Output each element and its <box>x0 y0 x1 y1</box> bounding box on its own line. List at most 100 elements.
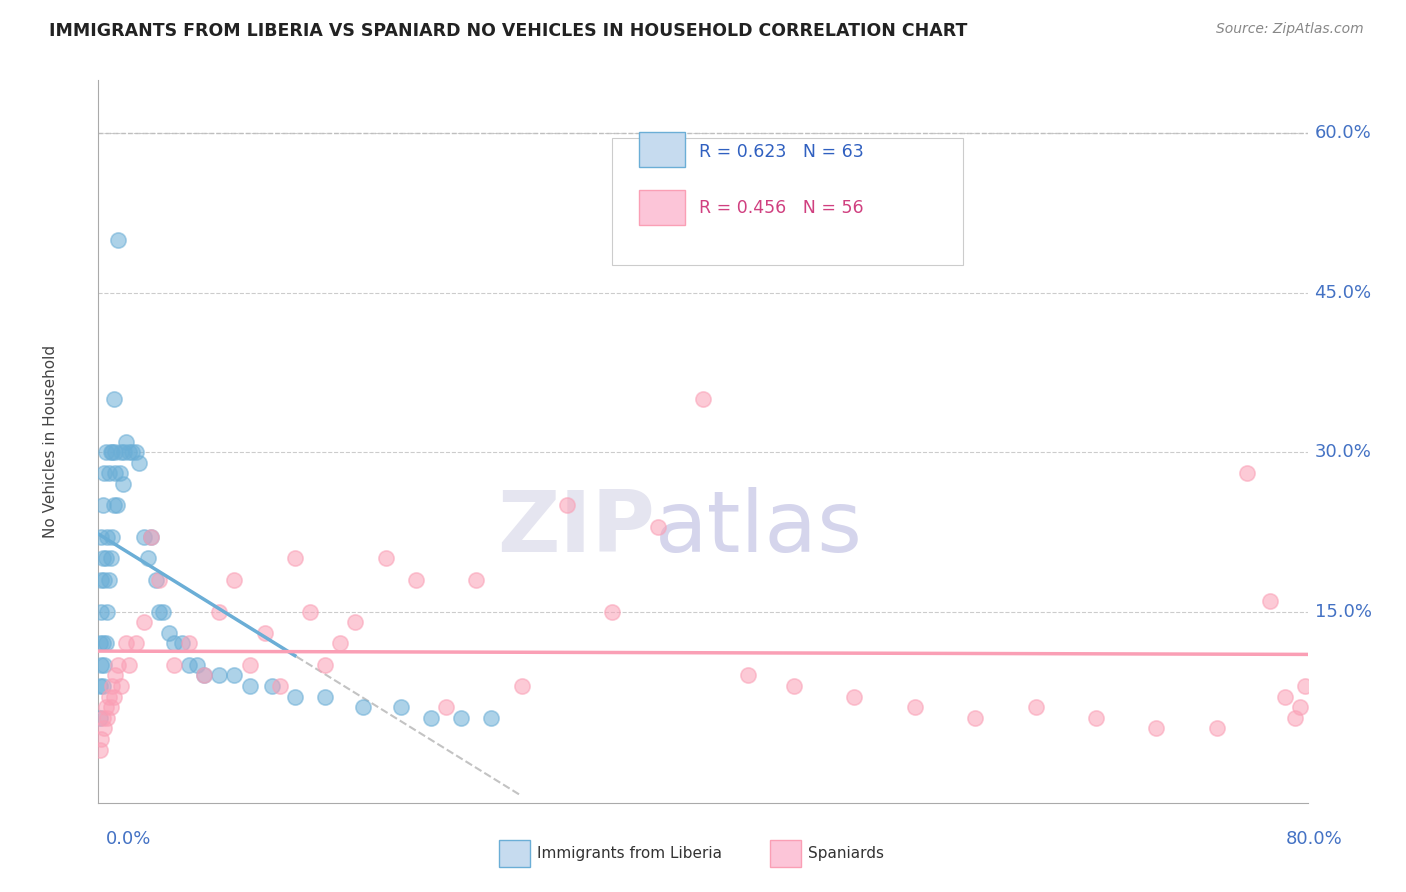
Bar <box>638 132 685 167</box>
Point <box>1085 711 1108 725</box>
Point <box>93 573 115 587</box>
Point <box>1289 700 1312 714</box>
Point <box>114 636 136 650</box>
Point <box>91 551 114 566</box>
Point <box>450 711 472 725</box>
Point <box>239 679 262 693</box>
Point <box>118 657 141 672</box>
Point <box>145 573 167 587</box>
Point <box>107 657 129 672</box>
Text: 45.0%: 45.0% <box>1315 284 1372 301</box>
Point <box>100 445 122 459</box>
Point <box>262 679 284 693</box>
Point <box>125 636 148 650</box>
Text: atlas: atlas <box>655 487 863 570</box>
Point <box>90 657 112 672</box>
Point <box>114 434 136 449</box>
Point <box>98 573 121 587</box>
Point <box>420 711 443 725</box>
Point <box>208 668 231 682</box>
Point <box>91 711 114 725</box>
Point <box>314 690 336 704</box>
Point <box>89 636 111 650</box>
Point <box>904 700 927 714</box>
Text: Spaniards: Spaniards <box>808 847 884 861</box>
Point <box>100 700 122 714</box>
Point <box>1024 700 1046 714</box>
Point <box>1206 722 1229 736</box>
Point <box>269 679 291 693</box>
Point <box>692 392 714 406</box>
Point <box>98 467 121 481</box>
Point <box>737 668 759 682</box>
Point <box>1274 690 1296 704</box>
Point <box>208 605 231 619</box>
Point <box>1236 467 1258 481</box>
Point <box>148 605 170 619</box>
Point <box>94 636 117 650</box>
Point <box>101 679 124 693</box>
FancyBboxPatch shape <box>613 138 963 265</box>
Point <box>434 700 457 714</box>
Point <box>186 657 208 672</box>
Point <box>128 456 150 470</box>
Point <box>170 636 193 650</box>
Point <box>1284 711 1306 725</box>
Point <box>103 690 125 704</box>
Point <box>112 445 135 459</box>
Point <box>98 690 121 704</box>
Point <box>389 700 412 714</box>
Point <box>141 530 163 544</box>
Text: No Vehicles in Household: No Vehicles in Household <box>42 345 58 538</box>
Point <box>100 551 122 566</box>
Point <box>1294 679 1316 693</box>
Point <box>193 668 215 682</box>
Point <box>101 445 124 459</box>
Point <box>783 679 806 693</box>
Text: 60.0%: 60.0% <box>1315 124 1371 143</box>
Point <box>159 625 181 640</box>
Text: Source: ZipAtlas.com: Source: ZipAtlas.com <box>1216 22 1364 37</box>
Point <box>91 636 114 650</box>
Point <box>224 668 246 682</box>
Text: R = 0.623   N = 63: R = 0.623 N = 63 <box>699 143 865 161</box>
Point <box>94 551 117 566</box>
Point <box>179 657 201 672</box>
Point <box>314 657 336 672</box>
Point <box>101 530 124 544</box>
Point <box>132 530 155 544</box>
Point <box>647 519 669 533</box>
Point <box>555 498 578 512</box>
Point <box>89 711 111 725</box>
Point <box>104 467 127 481</box>
Point <box>110 679 132 693</box>
Point <box>1144 722 1167 736</box>
Point <box>602 605 624 619</box>
Point <box>103 392 125 406</box>
Point <box>193 668 215 682</box>
Point <box>94 700 117 714</box>
Bar <box>638 190 685 225</box>
Point <box>148 573 170 587</box>
Text: Immigrants from Liberia: Immigrants from Liberia <box>537 847 723 861</box>
Text: 15.0%: 15.0% <box>1315 602 1371 621</box>
Point <box>239 657 262 672</box>
Point <box>103 498 125 512</box>
Point <box>1258 594 1281 608</box>
Text: 30.0%: 30.0% <box>1315 443 1371 461</box>
Text: 0.0%: 0.0% <box>105 830 150 847</box>
Point <box>284 690 307 704</box>
Point <box>163 657 186 672</box>
Point <box>105 498 128 512</box>
Point <box>141 530 163 544</box>
Point <box>329 636 352 650</box>
Point <box>405 573 427 587</box>
Point <box>108 467 131 481</box>
Point <box>253 625 276 640</box>
Point <box>125 445 148 459</box>
Point <box>136 551 159 566</box>
Point <box>481 711 503 725</box>
Point <box>284 551 307 566</box>
Point <box>965 711 987 725</box>
Point <box>104 445 127 459</box>
